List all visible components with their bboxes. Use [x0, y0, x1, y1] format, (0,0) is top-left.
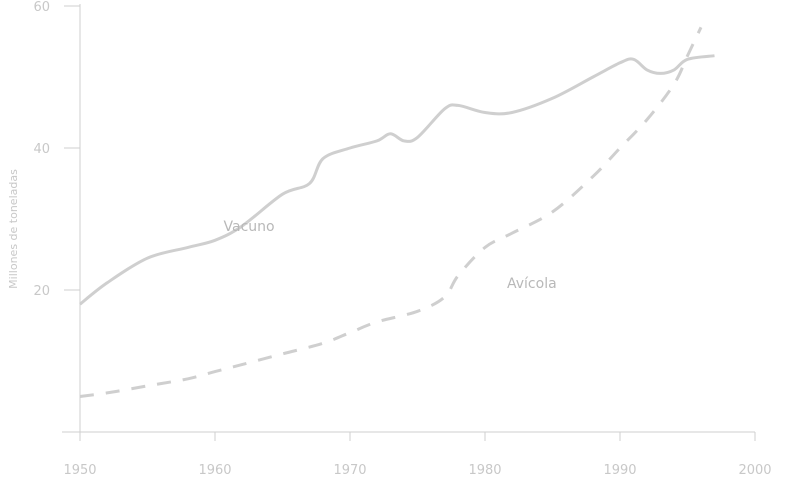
y-axis-title: Millones de toneladas	[7, 169, 20, 289]
x-tick-label: 1970	[333, 463, 366, 478]
x-tick-label: 1980	[468, 463, 501, 478]
y-tick-label: 20	[33, 284, 50, 299]
x-tick-label: 2000	[738, 463, 771, 478]
series-line-vacuno	[79, 54, 715, 306]
series-label-avicola: Avícola	[507, 276, 557, 292]
labels-group: Vacuno Avícola	[224, 219, 557, 292]
x-tick-label: 1990	[603, 463, 636, 478]
y-tick-label: 60	[33, 0, 50, 15]
series-group	[79, 26, 715, 398]
x-tick-label: 1960	[198, 463, 231, 478]
axes: 1950 1960 1970 1980 1990 2000 20 40 60 Millones d…	[7, 0, 772, 478]
series-label-vacuno: Vacuno	[224, 219, 275, 235]
x-tick-label: 1950	[63, 463, 96, 478]
y-tick-label: 40	[33, 142, 50, 157]
series-line-avicola	[79, 26, 703, 398]
